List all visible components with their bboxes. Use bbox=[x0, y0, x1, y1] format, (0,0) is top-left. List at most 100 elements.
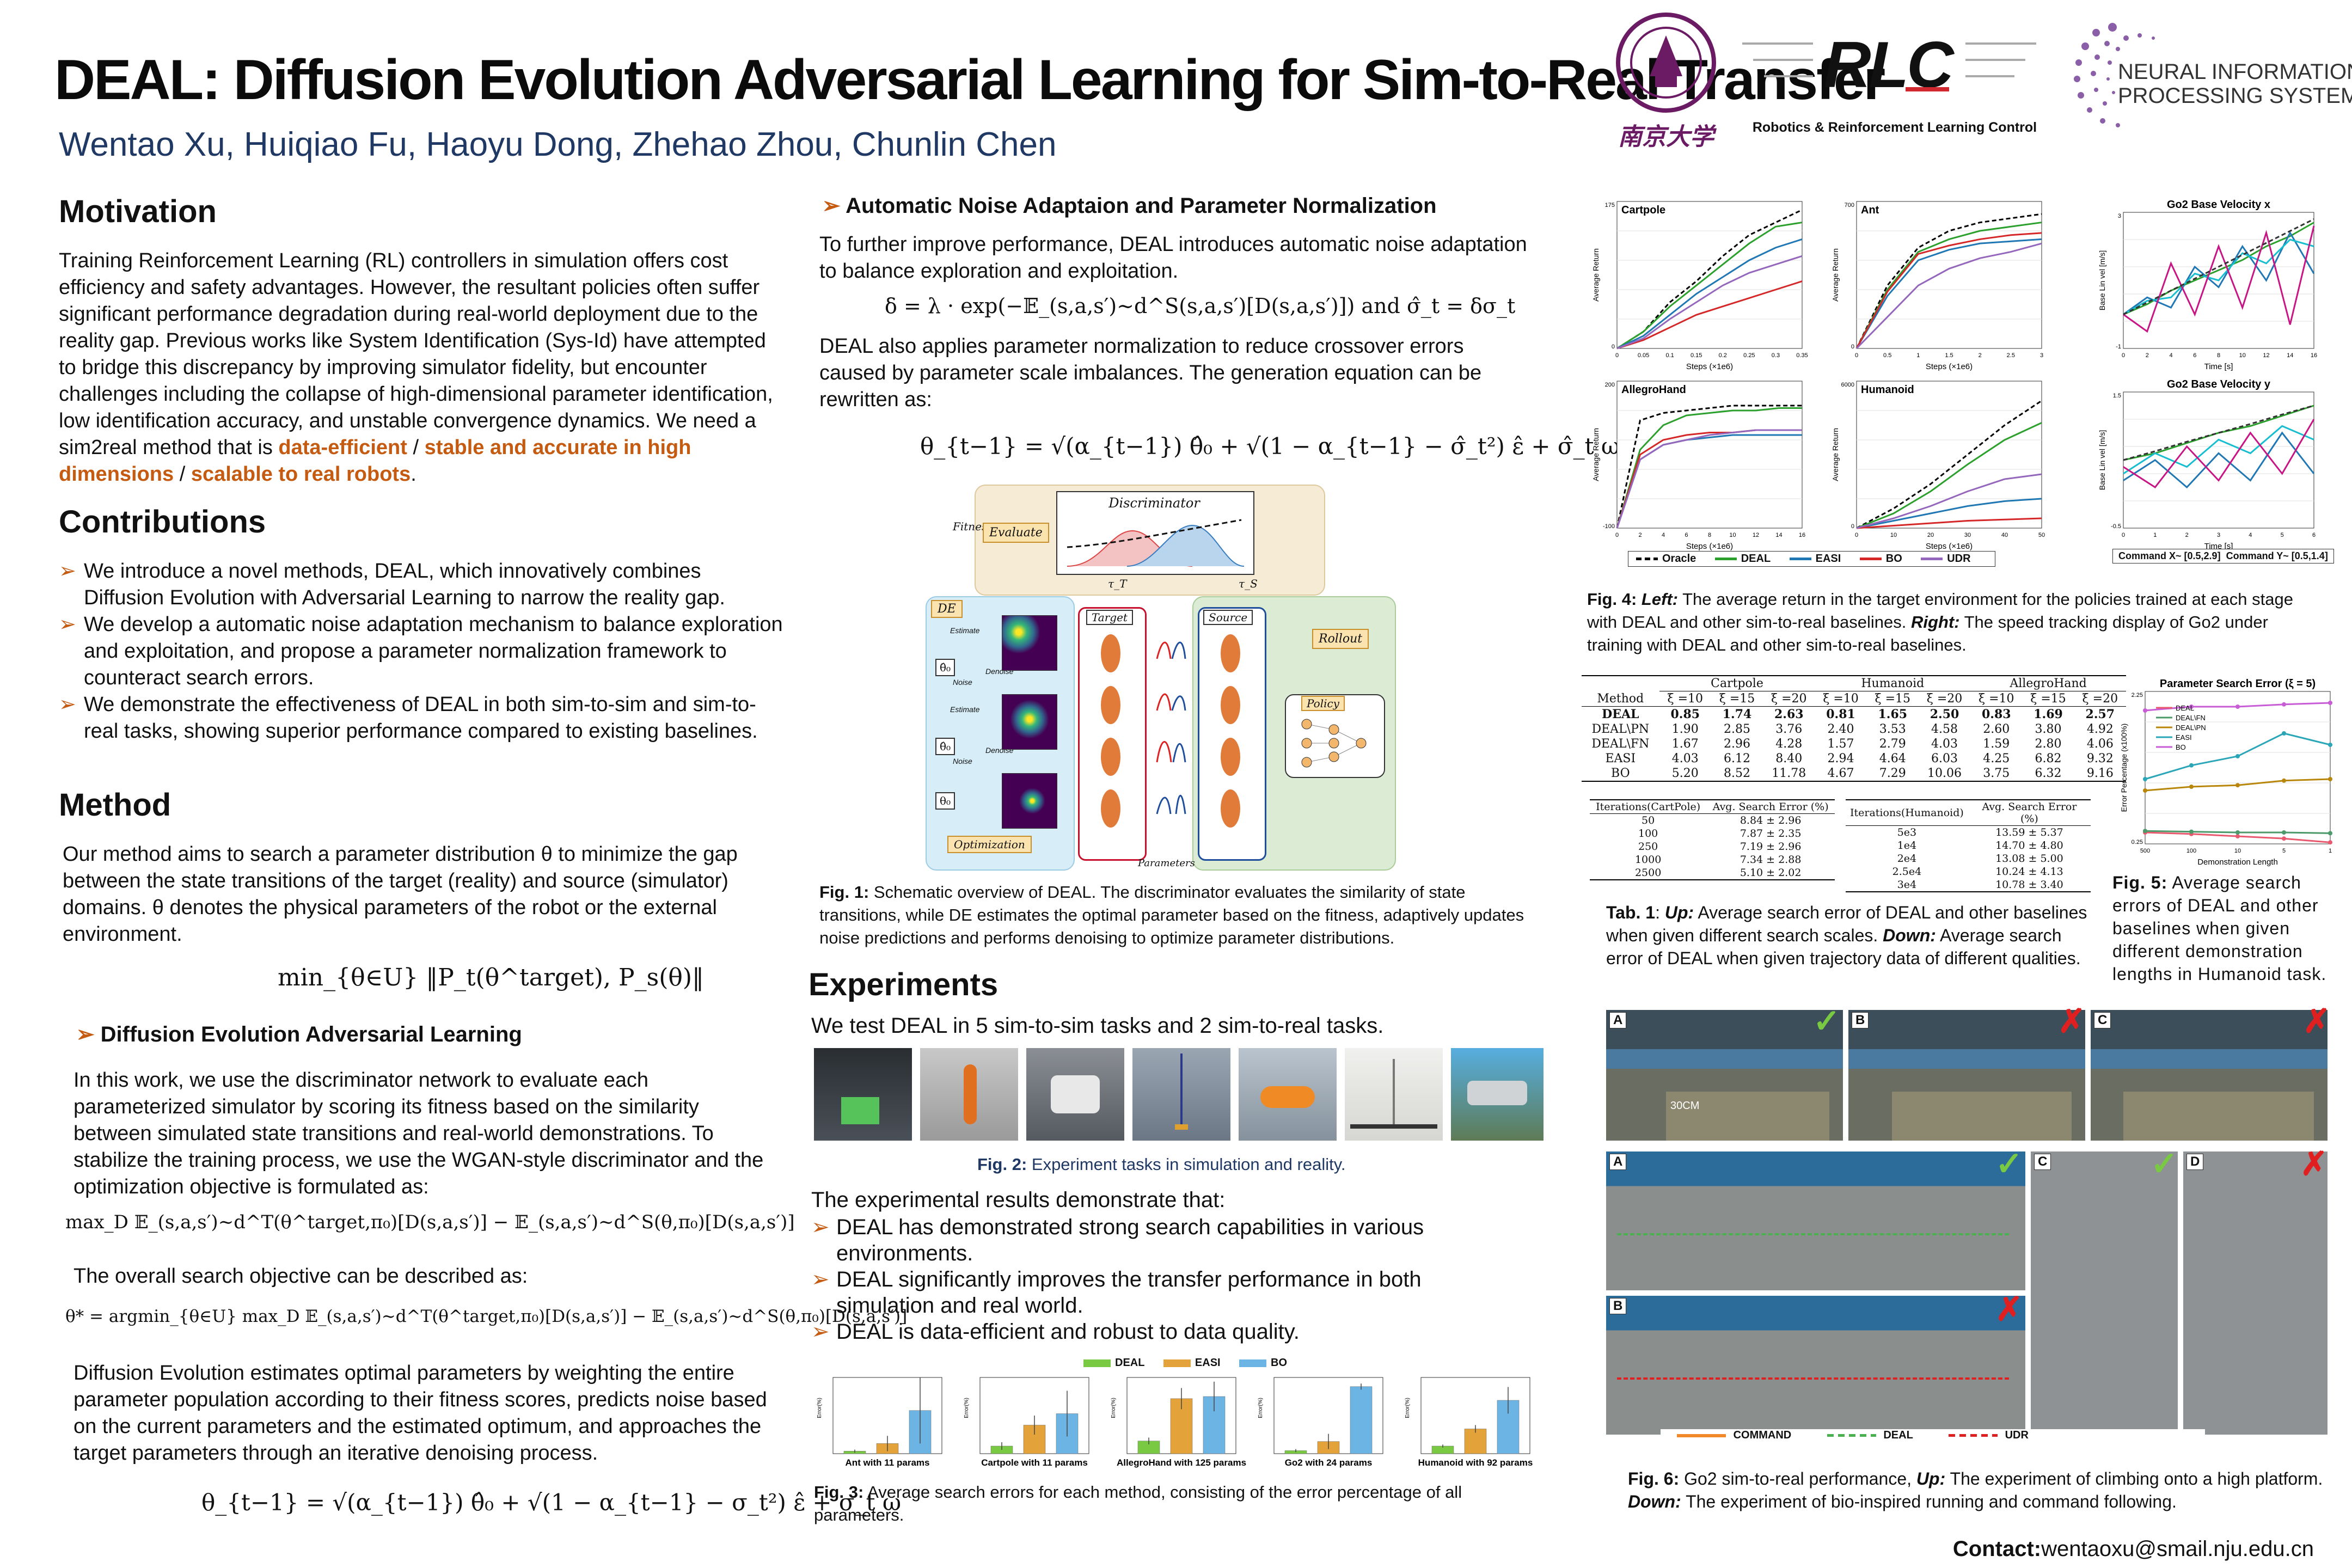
method-eq-2: max_D 𝔼_(s,a,s′)∼d^T(θ^target,π₀)[D(s,a,… bbox=[65, 1211, 795, 1233]
table-row: BO 5.20 8.52 11.78 4.67 7.29 10.06 3.75 6.32 9.16 bbox=[1582, 766, 2126, 782]
series-line-bo bbox=[1855, 232, 2042, 349]
deal-paragraph-3: Diffusion Evolution estimates optimal pa… bbox=[74, 1362, 767, 1465]
table-cell: BO bbox=[1582, 766, 1659, 782]
tick-label: 40 bbox=[2001, 532, 2008, 538]
fig3-legend-item: EASI bbox=[1163, 1357, 1221, 1369]
tick-label: 6 bbox=[2312, 532, 2316, 538]
table-cell: 8.52 bbox=[1711, 766, 1763, 782]
neurips-line2: PROCESSING SYSTEMS bbox=[2118, 84, 2352, 108]
noise-label: Noise bbox=[953, 678, 972, 687]
result-item: DEAL has demonstrated strong search capa… bbox=[811, 1214, 1519, 1266]
plot-ylabel: Average Return bbox=[1591, 248, 1600, 302]
table-header-cell: Iterations(CartPole) bbox=[1590, 799, 1707, 814]
fig6-caption-label: Fig. 6: bbox=[1628, 1469, 1680, 1489]
rlc-logo: RLC Robotics & Reinforcement Learning Co… bbox=[1742, 22, 2047, 142]
fig3-caption: Fig. 3: Average search errors for each m… bbox=[814, 1481, 1538, 1527]
fig3-legend-item: BO bbox=[1239, 1357, 1287, 1369]
command-photo-c bbox=[2031, 1152, 2178, 1435]
check-icon: ✓ bbox=[1995, 1146, 2023, 1182]
policy-label: Policy bbox=[1301, 696, 1345, 711]
fig6-down-text: The experiment of bio-inspired running a… bbox=[1681, 1492, 2177, 1511]
rollout-box: Rollout bbox=[1312, 629, 1369, 649]
climb-photo-a bbox=[1606, 1010, 1843, 1141]
tick-label: 6 bbox=[2193, 352, 2196, 359]
tick-label: 4 bbox=[2249, 532, 2252, 538]
table-group-header: Cartpole bbox=[1659, 675, 1815, 691]
tau-s-label: τ_S bbox=[1239, 577, 1258, 590]
fig1-caption-label: Fig. 1: bbox=[819, 883, 869, 902]
bar-easi bbox=[1464, 1429, 1487, 1454]
series-line-easi bbox=[2123, 425, 2314, 475]
running-photo-b bbox=[1606, 1296, 2025, 1435]
table-cell: 2.96 bbox=[1724, 737, 1751, 751]
plot-title: Parameter Search Error (ξ = 5) bbox=[2160, 678, 2316, 690]
estimate-label: Estimate bbox=[950, 705, 980, 714]
plot-title: Ant bbox=[1861, 204, 1879, 216]
table-cell: 8.40 bbox=[1775, 752, 1803, 765]
table-cell: 7.87 ± 2.35 bbox=[1739, 828, 1802, 840]
table-row: 250 7.19 ± 2.96 bbox=[1590, 840, 1835, 853]
table-row: 100 7.87 ± 2.35 bbox=[1590, 827, 1835, 840]
height-label: 30CM bbox=[1670, 1100, 1700, 1112]
experiments-intro: We test DEAL in 5 sim-to-sim tasks and 2… bbox=[811, 1014, 1384, 1038]
tick-label: 0.05 bbox=[1638, 352, 1649, 359]
table-cell: 10.24 ± 4.13 bbox=[1995, 866, 2063, 878]
deal-paragraph-1: In this work, we use the discriminator n… bbox=[74, 1069, 764, 1198]
tab1-up-text: Average search error of DEAL and other b… bbox=[1606, 903, 2087, 945]
table-row: 2.5e4 10.24 ± 4.13 bbox=[1846, 865, 2091, 878]
motivation-highlight-2: stable and accurate in high dimensions bbox=[59, 436, 691, 486]
series-point bbox=[2143, 829, 2147, 834]
tab1-caption: Tab. 1: Up: Average search error of DEAL… bbox=[1606, 903, 2087, 968]
estimate-label: Estimate bbox=[950, 626, 980, 635]
legend-label: DEAL bbox=[2176, 704, 2194, 712]
plot-ylabel: Average Return bbox=[1831, 248, 1840, 302]
theta0hat-box: θ̂₀ bbox=[935, 738, 955, 755]
series-point bbox=[2282, 731, 2286, 736]
table-cell: 14.70 ± 4.80 bbox=[1995, 840, 2063, 852]
tick-label: 0 bbox=[2122, 532, 2125, 538]
tick-label: 0.25 bbox=[2132, 839, 2143, 846]
contact: Contact:wentaoxu@smail.nju.edu.cn bbox=[1953, 1537, 2314, 1561]
table-group-header: Humanoid bbox=[1815, 675, 1971, 691]
bar-xlabel: Cartpole with 11 params bbox=[981, 1457, 1088, 1468]
table-cell: 1.90 bbox=[1671, 722, 1699, 736]
running-photo-a bbox=[1606, 1152, 2025, 1290]
tick-label: -1 bbox=[2116, 344, 2121, 350]
photo-label: C bbox=[2034, 1154, 2051, 1170]
task-image-go2 bbox=[1451, 1048, 1543, 1141]
tick-label: 0.3 bbox=[1772, 352, 1780, 359]
table-cell: 100 bbox=[1638, 828, 1658, 840]
fig5-caption-text: Average search errors of DEAL and other … bbox=[2112, 873, 2327, 984]
tick-label: 2 bbox=[2146, 352, 2149, 359]
motivation-highlight-1: data-efficient bbox=[278, 436, 407, 459]
table-cell: 4.67 bbox=[1815, 766, 1867, 782]
table-cell: 4.64 bbox=[1879, 752, 1906, 765]
tick-label: 0 bbox=[1612, 344, 1615, 350]
series-line-easi bbox=[1856, 498, 2042, 529]
series-line-oracle bbox=[1856, 400, 2042, 529]
tick-label: 16 bbox=[1799, 532, 1805, 538]
bar-ylabel: Error(%) bbox=[964, 1398, 970, 1418]
contact-email[interactable]: wentaoxu@smail.nju.edu.cn bbox=[2041, 1537, 2314, 1561]
bar-ylabel: Error(%) bbox=[1405, 1398, 1411, 1418]
plot-ylabel: Average Return bbox=[1591, 428, 1600, 481]
results-list: DEAL has demonstrated strong search capa… bbox=[811, 1214, 1519, 1345]
series-point bbox=[2189, 829, 2194, 834]
tick-label: 4 bbox=[2169, 352, 2172, 359]
fig3-legend: DEAL EASI BO bbox=[1083, 1357, 1303, 1369]
table-header-cell: Avg. Search Error (%) bbox=[1706, 799, 1835, 814]
table-row: DEAL 0.85 1.74 2.63 0.81 1.65 2.50 0.83 1.69 2.57 bbox=[1582, 707, 2126, 722]
authors: Wentao Xu, Huiqiao Fu, Haoyu Dong, Zheha… bbox=[59, 126, 1057, 163]
plot-title: Cartpole bbox=[1621, 204, 1665, 216]
table-header-cell: ξ =15 bbox=[1875, 692, 1911, 706]
plot-ylabel: Base Lin vel [m/s] bbox=[2098, 430, 2106, 491]
table-cell: 3e4 bbox=[1846, 878, 1968, 892]
series-point bbox=[2282, 830, 2286, 835]
table-header-cell: ξ =10 bbox=[1823, 692, 1859, 706]
tick-label: 700 bbox=[1845, 202, 1854, 209]
nju-logo: 南京大学 bbox=[1612, 11, 1720, 151]
bar-xlabel: Go2 with 24 params bbox=[1285, 1457, 1373, 1468]
tick-label: 4 bbox=[1662, 532, 1665, 538]
fig6-caption: Fig. 6: Go2 sim-to-real performance, Up:… bbox=[1628, 1467, 2330, 1513]
fig2-caption: Fig. 2: Experiment tasks in simulation a… bbox=[977, 1153, 1346, 1176]
